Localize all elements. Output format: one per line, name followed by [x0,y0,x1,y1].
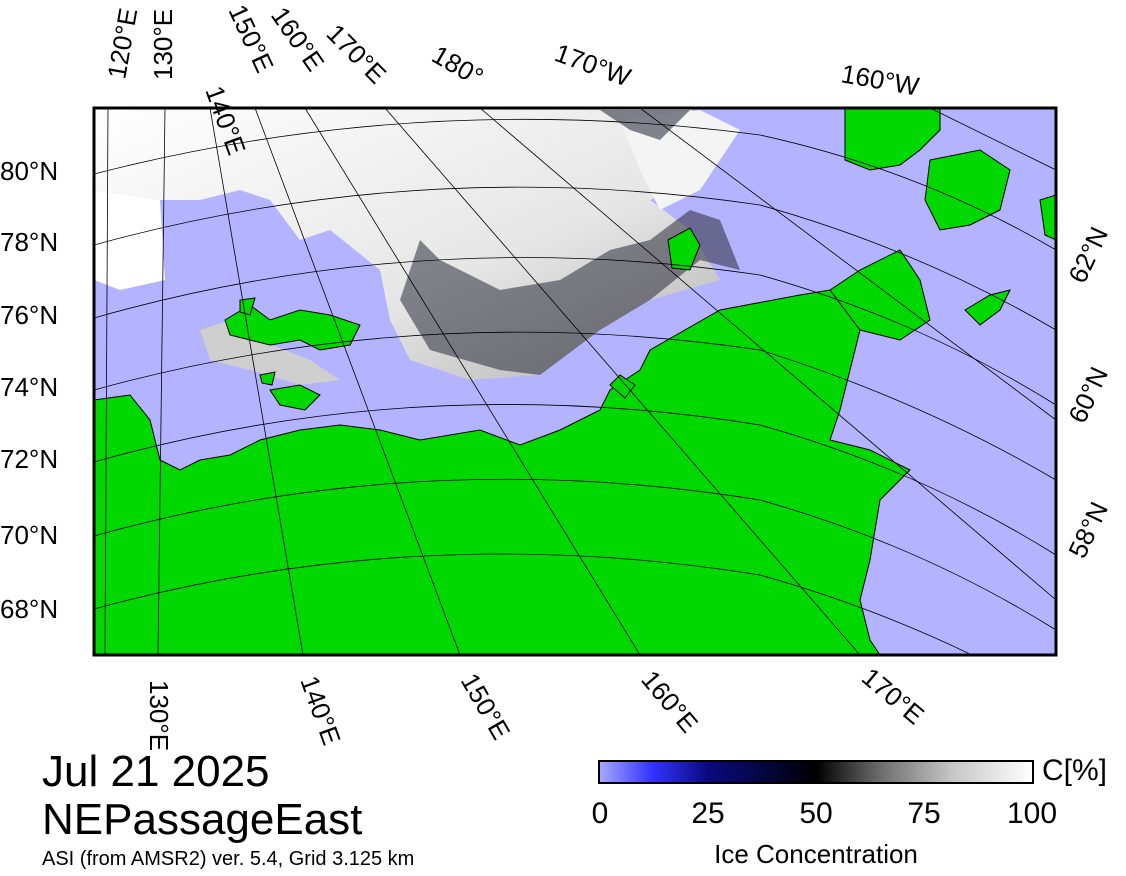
lon-label: 130°E [144,680,174,751]
lat-label: 58°N [1062,497,1114,562]
colorbar-title: Ice Concentration [714,839,918,869]
lon-label: 170°W [551,37,635,92]
wrangel-island [667,227,701,271]
lon-label: 120°E [101,6,143,81]
right-lat-labels: 62°N 60°N 58°N [1062,222,1114,562]
graticule [94,108,1056,655]
lon-label: 160°W [839,58,922,101]
new-siberian-islands [224,304,361,351]
colorbar-tick: 0 [591,797,609,830]
colorbar-gradient [598,760,1034,784]
lat-label: 74°N [0,372,58,402]
siberia-land [94,289,911,655]
lon-label: 150°E [455,668,517,745]
sea-ice-pack [94,108,740,385]
chukotka-land [829,249,931,341]
colorbar-unit: C[%] [1042,754,1108,787]
colorbar-tick: 25 [691,797,725,830]
lat-label: 78°N [0,227,58,257]
left-lat-labels: 80°N 78°N 76°N 74°N 72°N 70°N 68°N [0,156,58,624]
map-frame [92,106,1058,657]
land-areas [94,108,1056,655]
lat-label: 70°N [0,520,58,550]
lon-label: 160°E [635,665,704,739]
lon-label: 130°E [148,9,178,80]
alaska-land [844,108,941,171]
map-date: Jul 21 2025 [42,747,270,796]
lat-label: 76°N [0,300,58,330]
colorbar-tick: 50 [799,797,833,830]
lat-label: 60°N [1062,362,1114,427]
colorbar-tick: 100 [1006,797,1058,830]
lon-label: 170°E [321,18,393,90]
colorbar [598,760,1034,784]
region-name: NEPassageEast [42,795,363,844]
lat-label: 72°N [0,444,58,474]
lat-label: 80°N [0,156,58,186]
product-info: ASI (from AMSR2) ver. 5.4, Grid 3.125 km [42,848,415,870]
lat-label: 68°N [0,594,58,624]
lon-label: 140°E [294,672,347,749]
lat-label: 62°N [1062,222,1114,287]
lon-label: 170°E [856,662,930,731]
bottom-lon-labels: 130°E 140°E 150°E 160°E 170°E [144,662,930,752]
lon-label: 150°E [223,0,280,77]
lon-label: 180° [427,39,489,92]
colorbar-tick: 75 [907,797,941,830]
